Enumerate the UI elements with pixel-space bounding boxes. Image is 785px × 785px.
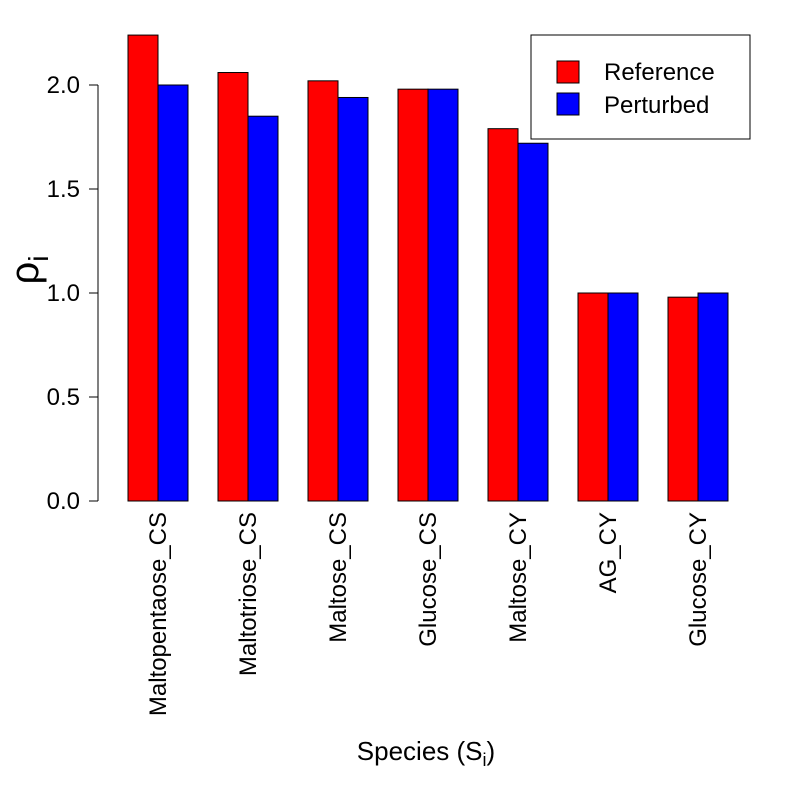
y-tick-label: 1.5 (47, 176, 80, 203)
x-tick-label-maltotriose-cs: Maltotriose_CS (235, 512, 262, 676)
bar-perturbed-glucose-cs (427, 88, 459, 502)
y-tick-label: 0.0 (47, 488, 80, 515)
bar-perturbed-maltose-cs (337, 96, 369, 502)
y-tick-label: 2.0 (47, 72, 80, 99)
bar-perturbed-glucose-cy (697, 292, 729, 502)
bar-reference-maltotriose-cs (217, 72, 249, 502)
legend-label-perturbed: Perturbed (604, 92, 709, 119)
legend-box (530, 34, 751, 140)
y-axis: 0.0 0.5 1.0 1.5 2.0 (47, 72, 99, 515)
bar-reference-glucose-cs (397, 88, 429, 502)
x-axis: Maltopentaose_CS Maltotriose_CS Maltose_CS… (145, 512, 712, 716)
y-tick-label: 1.0 (47, 280, 80, 307)
legend-swatch-perturbed (556, 92, 580, 116)
bar-reference-maltose-cy (487, 128, 519, 502)
y-axis-title: ρi (3, 256, 54, 285)
x-tick-label-maltose-cs: Maltose_CS (325, 512, 352, 643)
x-tick-label-ag-cy: AG_CY (595, 512, 622, 593)
bar-perturbed-maltopentaose-cs (157, 84, 189, 502)
legend-swatch-reference (556, 60, 580, 84)
bar-reference-ag-cy (577, 292, 609, 502)
x-tick-label-maltopentaose-cs: Maltopentaose_CS (145, 512, 172, 716)
bars-group (127, 34, 729, 502)
bar-reference-glucose-cy (667, 296, 699, 502)
bar-perturbed-maltotriose-cs (247, 115, 279, 502)
x-tick-label-glucose-cs: Glucose_CS (415, 512, 442, 647)
legend: Reference Perturbed (530, 34, 751, 140)
x-axis-title: Species (Si) (357, 736, 495, 770)
x-tick-label-maltose-cy: Maltose_CY (505, 512, 532, 643)
bar-reference-maltose-cs (307, 80, 339, 502)
bar-reference-maltopentaose-cs (127, 34, 159, 502)
legend-label-reference: Reference (604, 59, 715, 86)
y-tick-label: 0.5 (47, 384, 80, 411)
bar-perturbed-maltose-cy (517, 142, 549, 502)
x-tick-label-glucose-cy: Glucose_CY (685, 512, 712, 647)
bar-perturbed-ag-cy (607, 292, 639, 502)
